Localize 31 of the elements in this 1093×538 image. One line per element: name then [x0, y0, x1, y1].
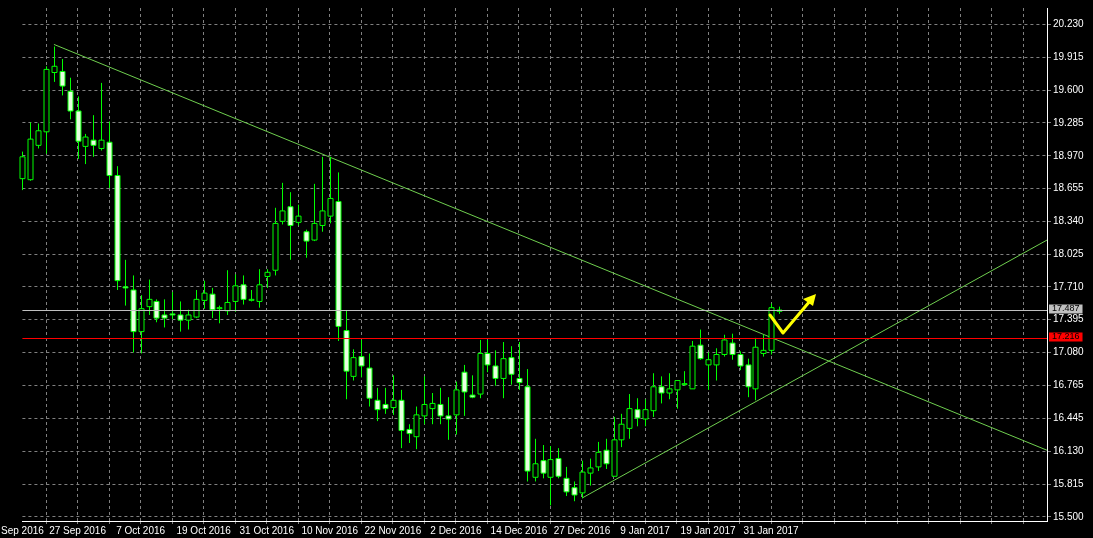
x-tick-label: 14 Dec 2016 [490, 524, 548, 536]
x-tick-label: 22 Nov 2016 [364, 524, 422, 536]
x-tick-label: 2 Dec 2016 [430, 524, 482, 536]
x-tick-label: 9 Jan 2017 [620, 524, 671, 536]
y-tick-label: 18.340 [1053, 215, 1085, 227]
y-tick-label: 19.285 [1053, 116, 1085, 128]
y-tick-label: 16.445 [1053, 412, 1085, 424]
x-tick-label: 10 Nov 2016 [301, 524, 359, 536]
y-tick-label: 20.230 [1053, 18, 1085, 30]
y-tick-label: 17.710 [1053, 280, 1085, 292]
y-tick-label: 16.130 [1053, 445, 1085, 457]
y-tick-label: 17.080 [1053, 346, 1085, 358]
x-tick-label: 31 Jan 2017 [743, 524, 800, 536]
x-tick-label: 7 Oct 2016 [116, 524, 166, 536]
y-tick-label: 16.765 [1053, 378, 1085, 390]
ref-line-label: 17.487 [1052, 303, 1080, 314]
x-tick-label: Sep 2016 [0, 524, 45, 536]
x-tick-label: 27 Sep 2016 [49, 524, 107, 536]
y-tick-label: 19.600 [1053, 83, 1085, 95]
y-tick-label: 18.655 [1053, 182, 1085, 194]
y-tick-label: 18.025 [1053, 247, 1085, 259]
x-tick-label: 19 Jan 2017 [680, 524, 737, 536]
y-tick-label: 15.815 [1053, 477, 1085, 489]
y-tick-label: 15.500 [1053, 510, 1085, 522]
y-tick-label: 19.915 [1053, 51, 1085, 63]
x-tick-label: 19 Oct 2016 [176, 524, 232, 536]
y-tick-label: 18.970 [1053, 149, 1085, 161]
x-tick-label: 27 Dec 2016 [553, 524, 611, 536]
ref-line-label: 17.216 [1052, 331, 1080, 342]
y-tick-label: 17.395 [1053, 313, 1085, 325]
x-tick-label: 31 Oct 2016 [239, 524, 295, 536]
